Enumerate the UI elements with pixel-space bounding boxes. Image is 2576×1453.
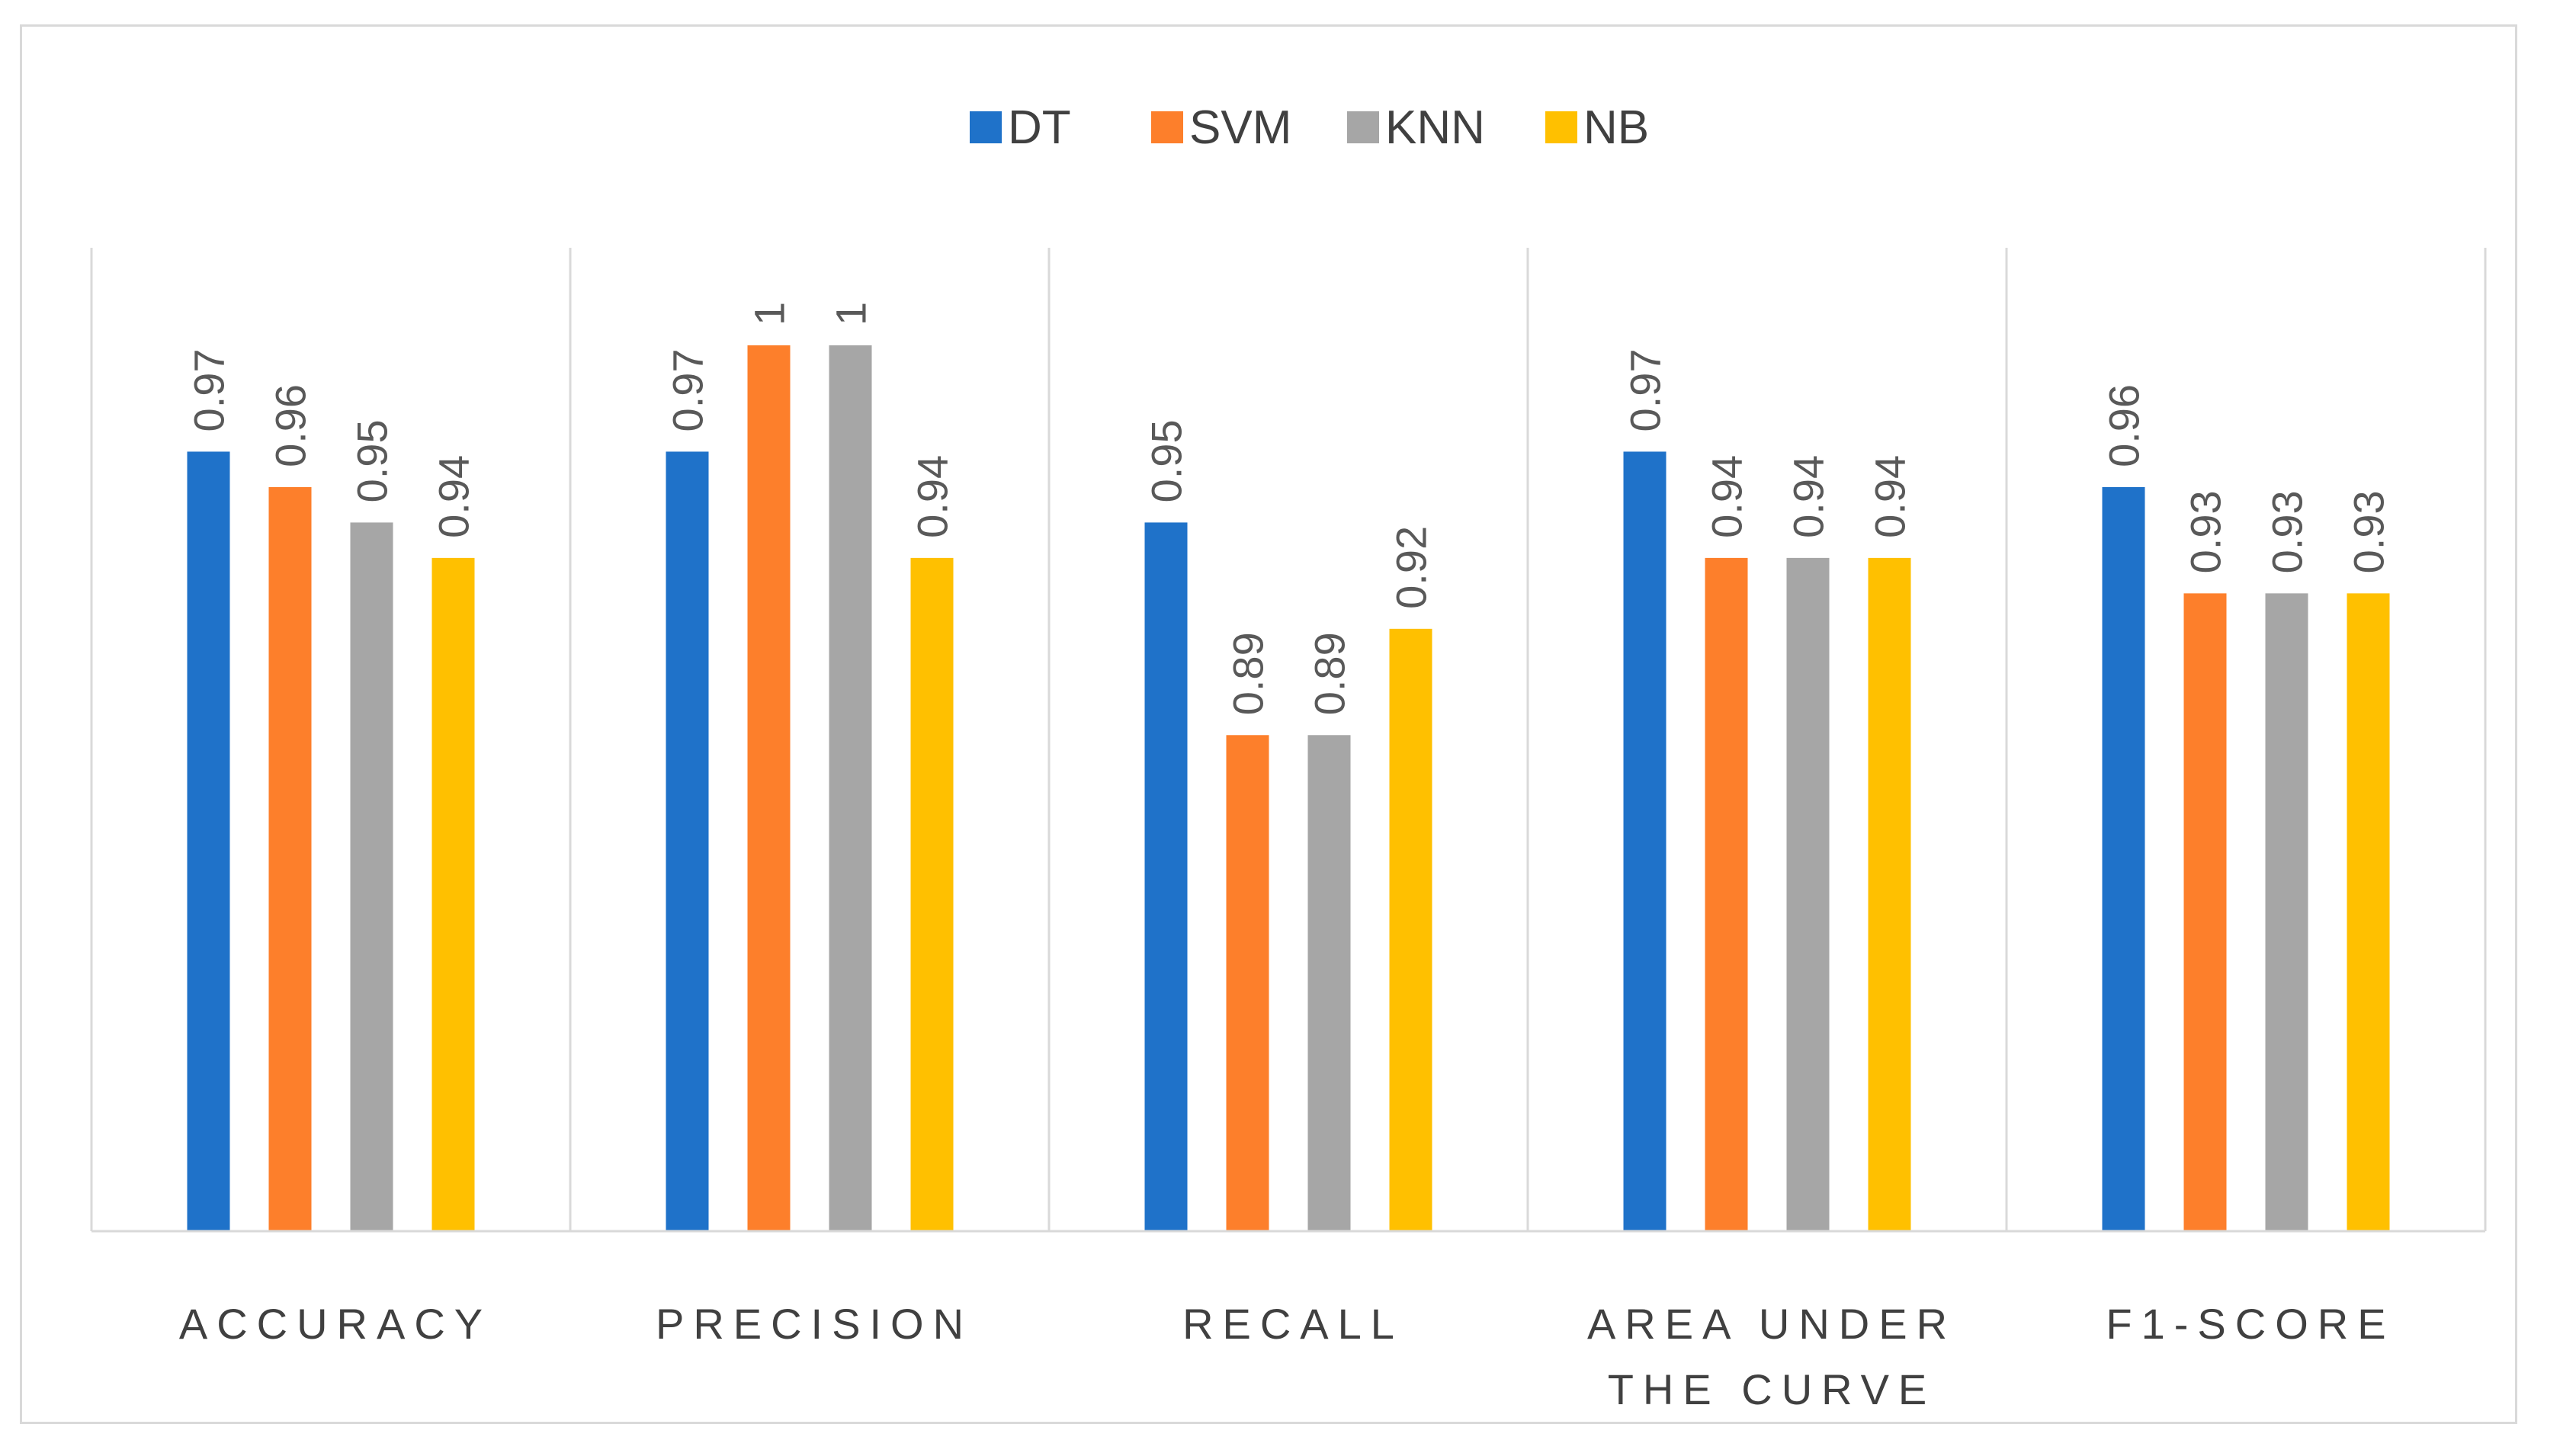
category-label: AREA UNDER xyxy=(1587,1300,1956,1348)
bar-nb xyxy=(1389,628,1432,1231)
bar-dt xyxy=(2102,486,2145,1231)
data-label: 0.94 xyxy=(1866,455,1914,538)
bar-chart: DT SVM KNN NB 0.97 0.96 0.95 0.940.971 10.94 0.9… xyxy=(90,101,2487,1413)
data-label: 0.95 xyxy=(348,419,396,502)
bar-nb xyxy=(1868,557,1911,1231)
category-label: RECALL xyxy=(1182,1300,1403,1348)
category-separators xyxy=(90,248,2487,1231)
data-label: 0.94 xyxy=(909,455,957,538)
bar-dt xyxy=(1144,522,1188,1231)
bar-svm xyxy=(1226,735,1269,1231)
category-label: PRECISION xyxy=(656,1300,973,1348)
data-label: 0.89 xyxy=(1306,632,1354,715)
data-label: 0.94 xyxy=(430,455,478,538)
legend-swatch-knn xyxy=(1347,111,1379,143)
bar-nb xyxy=(431,557,475,1231)
legend-swatch-dt xyxy=(970,111,1002,143)
bar-knn xyxy=(829,345,872,1231)
bar-knn xyxy=(1786,557,1830,1231)
data-label: 0.94 xyxy=(1703,455,1751,538)
category-label: ACCURACY xyxy=(179,1300,492,1348)
bar-nb xyxy=(910,557,954,1231)
bar-dt xyxy=(666,451,709,1231)
legend-label-knn: KNN xyxy=(1385,101,1485,154)
data-label: 0.93 xyxy=(2345,490,2393,573)
category-labels: ACCURACY PRECISION RECALL AREA UNDER THE CUR… xyxy=(179,1300,2395,1413)
bars xyxy=(187,345,2390,1231)
data-label: 0.96 xyxy=(2100,384,2148,467)
bar-knn xyxy=(350,522,393,1231)
data-label: 0.92 xyxy=(1387,526,1436,609)
data-label: 0.95 xyxy=(1143,419,1191,502)
data-label: 0.97 xyxy=(664,348,712,431)
data-label: 0.89 xyxy=(1224,632,1272,715)
category-label: THE CURVE xyxy=(1608,1365,1936,1413)
bar-knn xyxy=(1307,735,1351,1231)
bar-knn xyxy=(2265,593,2308,1231)
data-label: 0.97 xyxy=(185,348,233,431)
data-labels: 0.97 0.96 0.95 0.94 0.97 1 1 0.94 0.95 0.89 0.89 0.… xyxy=(185,302,2393,715)
bar-dt xyxy=(1623,451,1667,1231)
category-label: F1-SCORE xyxy=(2106,1300,2395,1348)
legend-swatch-svm xyxy=(1151,111,1183,143)
data-label: 0.93 xyxy=(2182,490,2230,573)
legend-swatch-nb xyxy=(1545,111,1577,143)
legend: DT SVM KNN NB xyxy=(970,101,1649,154)
legend-label-svm: SVM xyxy=(1189,101,1291,154)
data-label: 0.94 xyxy=(1785,455,1833,538)
bar-svm xyxy=(2183,593,2227,1231)
bar-svm xyxy=(1705,557,1748,1231)
data-label: 0.93 xyxy=(2263,490,2311,573)
bar-svm xyxy=(268,486,312,1231)
legend-label-dt: DT xyxy=(1008,101,1071,154)
data-label: 1 xyxy=(827,302,875,326)
data-label: 0.97 xyxy=(1622,348,1670,431)
data-label: 0.96 xyxy=(267,384,315,467)
bar-dt xyxy=(187,451,230,1231)
bar-svm xyxy=(747,345,791,1231)
legend-label-nb: NB xyxy=(1583,101,1649,154)
bar-nb xyxy=(2347,593,2390,1231)
chart-frame: DT SVM KNN NB 0.97 0.96 0.95 0.94 0.97 1 1 0.94 0.9… xyxy=(20,24,2517,1424)
data-label: 1 xyxy=(746,302,794,326)
